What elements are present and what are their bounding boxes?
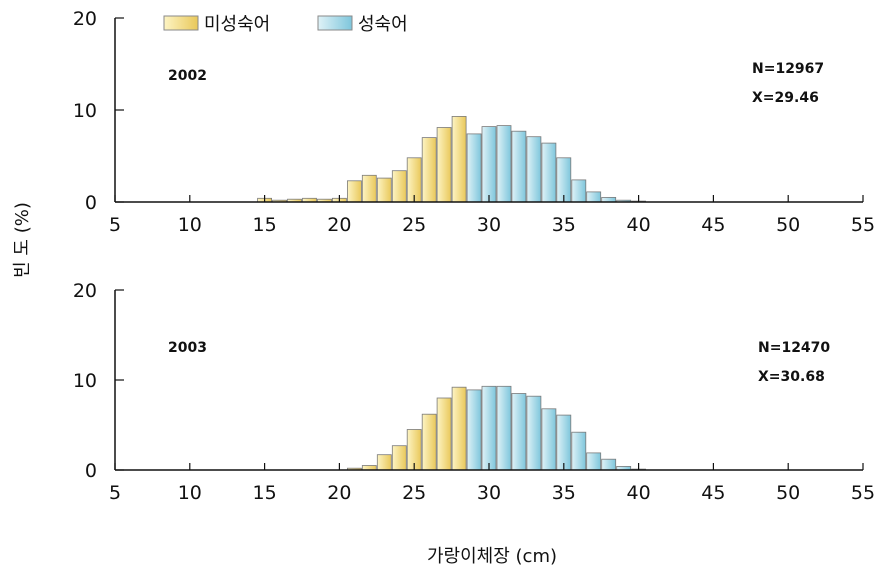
bar-immature	[421, 413, 437, 471]
bar-immature	[451, 116, 467, 203]
x-tick-label: 45	[701, 482, 725, 504]
x-tick-label: 55	[851, 214, 875, 236]
bar-mature	[586, 191, 602, 203]
bar-mature	[496, 125, 512, 203]
legend-label-immature: 미성숙어	[204, 14, 270, 35]
bar-immature	[376, 454, 392, 471]
bar-mature	[511, 130, 527, 203]
y-tick-label: 0	[85, 192, 97, 214]
legend-swatch-immature	[163, 15, 199, 31]
bar-immature	[391, 170, 407, 203]
x-tick-label: 50	[776, 214, 800, 236]
bar-mature	[526, 395, 542, 471]
y-tick-label: 0	[85, 460, 97, 482]
x-tick-label: 20	[327, 214, 351, 236]
bar-mature	[511, 393, 527, 471]
x-tick-label: 20	[327, 482, 351, 504]
y-tick-label: 20	[73, 8, 97, 30]
bar-mature	[541, 142, 557, 203]
bar-mature	[496, 385, 512, 471]
bar-immature	[451, 386, 467, 471]
x-tick-label: 30	[477, 214, 501, 236]
x-tick-label: 30	[477, 482, 501, 504]
bar-immature	[376, 177, 392, 203]
bar-mature	[601, 458, 617, 471]
sample-size-label: N=12967	[752, 61, 824, 77]
x-tick-label: 35	[552, 214, 576, 236]
panel-year-label: 2003	[168, 340, 207, 356]
x-tick-label: 10	[178, 214, 202, 236]
x-tick-label: 40	[627, 214, 651, 236]
x-tick-label: 50	[776, 482, 800, 504]
bar-immature	[361, 174, 377, 203]
bar-immature	[391, 445, 407, 471]
bar-mature	[586, 452, 602, 471]
bar-mature	[526, 136, 542, 203]
x-tick-label: 5	[109, 214, 121, 236]
x-tick-label: 25	[402, 214, 426, 236]
bar-mature	[481, 385, 497, 471]
x-tick-label: 15	[253, 482, 277, 504]
bar-immature	[421, 137, 437, 203]
bar-mature	[571, 431, 587, 471]
x-tick-label: 40	[627, 482, 651, 504]
x-tick-label: 10	[178, 482, 202, 504]
legend: 미성숙어 성숙어	[163, 14, 408, 35]
x-tick-label: 55	[851, 482, 875, 504]
y-tick-label: 20	[73, 280, 97, 302]
bar-immature	[346, 180, 362, 203]
bar-mature	[541, 408, 557, 471]
sample-size-label: N=12470	[758, 340, 830, 356]
legend-label-mature: 성숙어	[358, 14, 408, 35]
x-tick-label: 35	[552, 482, 576, 504]
bar-immature	[436, 397, 452, 471]
x-tick-label: 25	[402, 482, 426, 504]
panel-2003: 5 10 15 20 25 30 35 40 45 50 55 0 10 20 2003 N=12470 X=3…	[73, 280, 875, 504]
panel-year-label: 2002	[168, 68, 207, 84]
bar-immature	[436, 127, 452, 203]
x-tick-label: 15	[253, 214, 277, 236]
mean-length-label: X=30.68	[758, 369, 825, 385]
y-tick-label: 10	[73, 100, 97, 122]
y-axis-title: 빈 도 (%)	[12, 202, 33, 278]
mean-length-label: X=29.46	[752, 90, 819, 106]
x-tick-label: 45	[701, 214, 725, 236]
bar-mature	[481, 126, 497, 203]
bar-mature	[466, 389, 482, 471]
bar-mature	[556, 414, 572, 471]
panel-2002: 5 10 15 20 25 30 35 40 45 50 55 0 10 20 2002 N=12967 X=2…	[73, 8, 875, 236]
x-axis-title: 가랑이체장 (cm)	[427, 546, 557, 567]
bar-mature	[466, 133, 482, 203]
legend-swatch-mature	[317, 15, 353, 31]
y-tick-label: 10	[73, 370, 97, 392]
x-tick-label: 5	[109, 482, 121, 504]
bar-mature	[571, 179, 587, 203]
